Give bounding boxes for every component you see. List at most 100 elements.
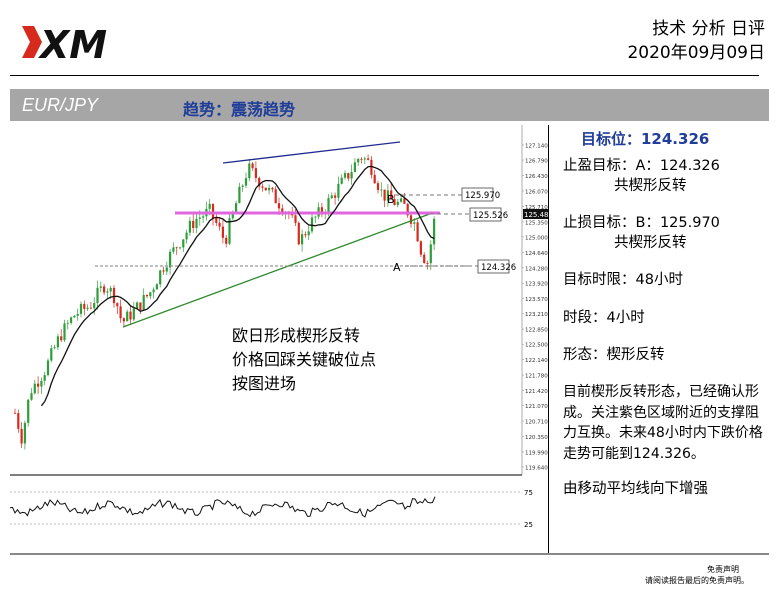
candle [264, 187, 267, 191]
candle [367, 158, 370, 160]
candle [93, 303, 96, 309]
candle [320, 207, 323, 213]
resistance-trendline [222, 141, 401, 164]
oscillator-line [10, 496, 436, 518]
price-label-125970: 125.970 [465, 191, 500, 201]
candle [165, 267, 168, 272]
disclaimer-title: 免责声明 [707, 565, 739, 574]
candle [373, 174, 376, 184]
candle [268, 187, 271, 191]
candle [13, 412, 17, 414]
candle [340, 177, 343, 184]
xm-logo: XM [22, 23, 107, 66]
candle [271, 187, 274, 190]
candle [231, 211, 234, 219]
candle [390, 190, 393, 199]
point-a-label: A [393, 261, 401, 274]
candle [433, 218, 436, 245]
candle [53, 347, 56, 349]
disclaimer-text: 请阅读报告最后的免责声明。 [645, 576, 749, 585]
y-tick-label: 123.570 [525, 297, 548, 303]
y-tick-label: 119.990 [525, 450, 548, 456]
candle [103, 286, 106, 293]
candle [353, 162, 356, 173]
current-price-box [523, 209, 549, 219]
candle [20, 428, 23, 444]
candle [152, 289, 155, 293]
candle [136, 302, 139, 309]
candle [86, 307, 89, 309]
y-axis-ticks: 127.140 126.790 126.430 126.070 125.710 125.3… [522, 144, 548, 472]
candle [403, 198, 406, 204]
candle [155, 284, 158, 290]
candle [149, 292, 152, 297]
y-tick-label: 120.710 [525, 420, 548, 426]
price-label-124326-box [477, 259, 510, 274]
osc-tick-75: 75 [524, 489, 533, 497]
y-tick-label: 124.280 [525, 266, 548, 272]
candle [139, 302, 142, 310]
y-tick-label: 125.350 [525, 220, 548, 226]
report-title: 技术 分析 日评 [652, 19, 765, 39]
candle [334, 195, 337, 198]
candle [251, 163, 254, 169]
candle [254, 168, 257, 178]
report-date: 2020年09月09日 [627, 43, 765, 63]
currency-pair: EUR/JPY [22, 95, 99, 115]
y-tick-label: 119.640 [525, 466, 548, 472]
y-tick-label: 126.070 [525, 189, 548, 195]
candle [370, 159, 373, 175]
y-tick-label: 125.000 [525, 235, 548, 241]
candle [169, 251, 172, 268]
support-trendline [122, 211, 436, 328]
candle [330, 195, 333, 199]
candle [208, 203, 211, 209]
y-tick-label: 126.790 [525, 159, 548, 165]
candle [244, 178, 248, 186]
y-tick-label: 124.640 [525, 251, 548, 257]
candle [30, 393, 33, 400]
y-tick-label: 120.350 [525, 435, 548, 441]
y-tick-label: 122.850 [525, 328, 548, 334]
candle [96, 287, 99, 304]
candle [76, 313, 79, 316]
candle [400, 198, 403, 202]
header-divider [10, 75, 759, 76]
y-tick-label: 121.070 [525, 404, 548, 410]
candle [429, 244, 432, 264]
candle [409, 215, 413, 224]
candle [159, 270, 162, 285]
candle [46, 360, 50, 376]
candle [360, 158, 363, 160]
time-limit: 目标时限：48小时 [563, 272, 683, 288]
ma-note: 由移动平均线向下增强 [563, 481, 708, 497]
candle [23, 422, 26, 444]
candle [225, 237, 228, 244]
current-price-label: 125.48 [524, 211, 549, 219]
timeframe: 时段：4小时 [563, 310, 645, 326]
candle [99, 286, 102, 288]
candle [419, 241, 422, 255]
candle [221, 226, 224, 238]
candle [56, 336, 59, 348]
point-b-label: B [387, 193, 395, 206]
candle [314, 216, 317, 218]
analysis-description: 目前楔形反转形态，已经确认形成。关注紫色区域附近的支撑阻力互换。未来48小时内下… [563, 384, 763, 462]
panel-divider [548, 125, 549, 553]
candle [182, 239, 185, 248]
candle [188, 220, 191, 233]
candle [228, 218, 231, 244]
candle [43, 375, 46, 381]
candle [66, 322, 69, 324]
candle [63, 323, 66, 341]
candle [119, 306, 122, 319]
candle [17, 413, 20, 429]
candle [277, 203, 281, 209]
price-label-124326: 124.326 [481, 263, 516, 273]
candle [185, 232, 188, 240]
candle [274, 189, 277, 204]
candle [211, 203, 215, 219]
candle [357, 158, 360, 163]
candle [380, 189, 383, 191]
candle [235, 203, 238, 212]
